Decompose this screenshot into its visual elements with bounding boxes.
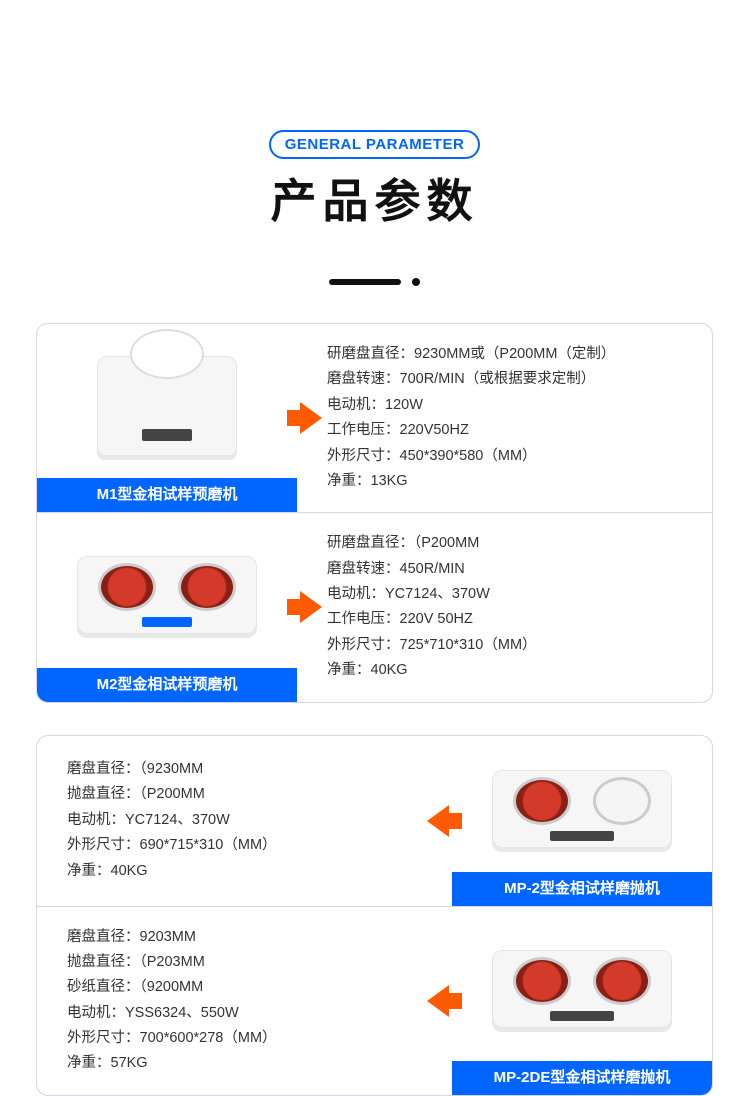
disc-icon [513, 777, 571, 825]
content-area: M1型金相试样预磨机 研磨盘直径：9230MM或（P200MM（定制） 磨盘转速… [0, 323, 749, 1096]
spec-line: 工作电压：220V 50HZ [327, 607, 682, 632]
spec-line: 电动机：YC7124、370W [67, 808, 422, 833]
product-image [452, 907, 712, 1061]
spec-line: 外形尺寸：725*710*310（MM） [327, 633, 682, 658]
divider-line [329, 279, 401, 285]
product-image-col: M1型金相试样预磨机 [37, 324, 297, 512]
spec-line: 磨盘直径：9203MM [67, 925, 422, 950]
product-image-col: MP-2型金相试样磨抛机 [452, 736, 712, 906]
spec-line: 净重：40KG [67, 859, 422, 884]
spec-line: 抛盘直径：（P200MM [67, 782, 422, 807]
spec-line: 外形尺寸：690*715*310（MM） [67, 833, 422, 858]
spec-line: 砂纸直径：（9200MM [67, 975, 422, 1000]
arrow-right-icon [300, 591, 322, 623]
product-image [37, 513, 297, 667]
spec-line: 电动机：YSS6324、550W [67, 1001, 422, 1026]
title-chinese: 产品参数 [0, 165, 749, 231]
spec-list: 磨盘直径：9203MM 抛盘直径：（P203MM 砂纸直径：（9200MM 电动… [37, 907, 452, 1095]
machine-illustration [97, 356, 237, 456]
divider [0, 273, 749, 291]
spec-line: 磨盘转速：450R/MIN [327, 557, 682, 582]
header-section: GENERAL PARAMETER 产品参数 [0, 0, 749, 231]
product-label: MP-2DE型金相试样磨抛机 [452, 1061, 712, 1095]
product-image-col: MP-2DE型金相试样磨抛机 [452, 907, 712, 1095]
product-label: MP-2型金相试样磨抛机 [452, 872, 712, 906]
product-image [37, 324, 297, 478]
spec-line: 电动机：120W [327, 393, 682, 418]
spec-line: 净重：57KG [67, 1051, 422, 1076]
product-row-mp2de: MP-2DE型金相试样磨抛机 磨盘直径：9203MM 抛盘直径：（P203MM … [37, 906, 712, 1095]
product-label: M2型金相试样预磨机 [37, 668, 297, 702]
divider-dot [412, 278, 420, 286]
spec-line: 抛盘直径：（P203MM [67, 950, 422, 975]
subtitle-badge: GENERAL PARAMETER [269, 130, 481, 159]
spec-line: 净重：13KG [327, 469, 682, 494]
product-group-2: MP-2型金相试样磨抛机 磨盘直径：（9230MM 抛盘直径：（P200MM 电… [36, 735, 713, 1096]
panel-bar [142, 617, 192, 627]
arrow-right-icon [300, 402, 322, 434]
product-label: M1型金相试样预磨机 [37, 478, 297, 512]
disc-icon [593, 777, 651, 825]
disc-icon [513, 957, 571, 1005]
disc-icon [98, 563, 156, 611]
spec-list: 磨盘直径：（9230MM 抛盘直径：（P200MM 电动机：YC7124、370… [37, 736, 452, 906]
product-image [452, 736, 712, 872]
disc-icon [593, 957, 651, 1005]
spec-line: 工作电压：220V50HZ [327, 418, 682, 443]
product-image-col: M2型金相试样预磨机 [37, 513, 297, 701]
machine-illustration [492, 950, 672, 1028]
machine-illustration [492, 770, 672, 848]
product-row-m1: M1型金相试样预磨机 研磨盘直径：9230MM或（P200MM（定制） 磨盘转速… [37, 324, 712, 512]
spec-list: 研磨盘直径：（P200MM 磨盘转速：450R/MIN 电动机：YC7124、3… [297, 513, 712, 701]
spec-line: 外形尺寸：450*390*580（MM） [327, 444, 682, 469]
disc-icon [178, 563, 236, 611]
panel-bar [550, 831, 614, 841]
spec-line: 研磨盘直径：（P200MM [327, 531, 682, 556]
spec-list: 研磨盘直径：9230MM或（P200MM（定制） 磨盘转速：700R/MIN（或… [297, 324, 712, 512]
spec-line: 磨盘转速：700R/MIN（或根据要求定制） [327, 367, 682, 392]
product-group-1: M1型金相试样预磨机 研磨盘直径：9230MM或（P200MM（定制） 磨盘转速… [36, 323, 713, 703]
arrow-left-icon [427, 985, 449, 1017]
spec-line: 外形尺寸：700*600*278（MM） [67, 1026, 422, 1051]
machine-illustration [77, 556, 257, 634]
spec-line: 研磨盘直径：9230MM或（P200MM（定制） [327, 342, 682, 367]
spec-line: 电动机：YC7124、370W [327, 582, 682, 607]
panel-bar [550, 1011, 614, 1021]
product-row-mp2: MP-2型金相试样磨抛机 磨盘直径：（9230MM 抛盘直径：（P200MM 电… [37, 736, 712, 906]
spec-line: 磨盘直径：（9230MM [67, 757, 422, 782]
spec-line: 净重：40KG [327, 658, 682, 683]
arrow-left-icon [427, 805, 449, 837]
product-row-m2: M2型金相试样预磨机 研磨盘直径：（P200MM 磨盘转速：450R/MIN 电… [37, 512, 712, 701]
